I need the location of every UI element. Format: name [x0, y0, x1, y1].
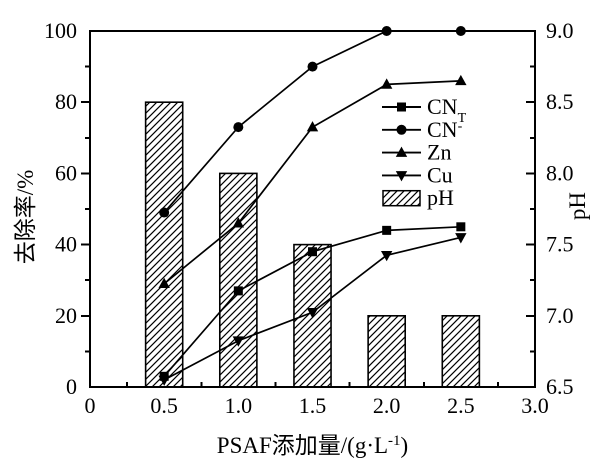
y-left-tick-label: 100 — [44, 18, 77, 43]
x-tick-label: 0 — [85, 393, 96, 418]
y-right-tick-label: 9.0 — [546, 18, 574, 43]
legend-label: CNT — [427, 94, 467, 126]
legend-item-Zn: Zn — [382, 140, 451, 165]
y-left-tick-labels: 0 20 40 60 80 100 — [44, 18, 77, 399]
y-right-tick-label: 7.0 — [546, 303, 574, 328]
legend-swatch-ph — [382, 189, 421, 207]
series-line-Cu — [158, 233, 467, 386]
y-right-tick-labels: 6.5 7.0 7.5 8.0 8.5 9.0 — [546, 18, 574, 399]
y-right-axis-title: pH — [565, 192, 590, 220]
x-tick-label: 1.0 — [225, 393, 253, 418]
y-left-tick-label: 20 — [55, 303, 77, 328]
legend-label: pH — [427, 185, 454, 210]
x-axis-title: PSAF添加量/(g·L-1) — [217, 433, 408, 458]
ph-bar — [144, 101, 184, 388]
y-right-tick-label: 8.0 — [546, 160, 574, 185]
y-left-tick-label: 60 — [55, 160, 77, 185]
y-left-tick-label: 80 — [55, 89, 77, 114]
legend-label: Cu — [427, 162, 453, 187]
x-tick-label: 0.5 — [150, 393, 178, 418]
x-tick-labels: 0 0.5 1.0 1.5 2.0 2.5 3.0 — [85, 393, 549, 418]
legend-item-CNT: CNT — [382, 94, 467, 126]
legend-item-pH: pH — [382, 185, 454, 210]
y-right-tick-label: 8.5 — [546, 89, 574, 114]
ph-bar — [441, 314, 481, 388]
legend-item-Cu: Cu — [382, 162, 453, 187]
ph-bar — [218, 172, 258, 388]
ph-bar-series — [144, 101, 481, 388]
series-line-Zn — [158, 74, 467, 289]
x-tick-label: 3.0 — [521, 393, 549, 418]
x-tick-label: 1.5 — [299, 393, 327, 418]
x-tick-label: 2.5 — [447, 393, 475, 418]
ph-bar — [367, 314, 407, 388]
x-tick-label: 2.0 — [373, 393, 401, 418]
y-left-axis-title: 去除率/% — [13, 170, 38, 265]
legend-label: CN- — [427, 117, 463, 142]
y-right-tick-label: 6.5 — [546, 374, 574, 399]
y-right-tick-label: 7.5 — [546, 232, 574, 257]
plot-frame — [89, 30, 536, 388]
y-left-tick-label: 40 — [55, 232, 77, 257]
legend-item-CN-: CN- — [382, 117, 463, 142]
legend-label: Zn — [427, 140, 451, 165]
y-left-tick-label: 0 — [66, 374, 77, 399]
